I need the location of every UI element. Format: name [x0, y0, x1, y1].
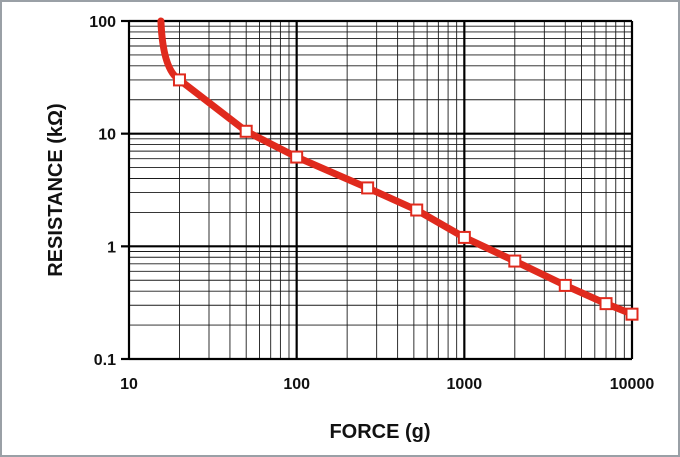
data-point-marker	[361, 181, 375, 195]
data-point-marker	[508, 254, 522, 268]
y-axis-label: RESISTANCE (kΩ)	[45, 103, 67, 276]
y-tick-label: 1	[107, 239, 116, 256]
x-tick-label: 10	[120, 376, 138, 393]
x-tick-labels: 10 100 1000 10000	[120, 376, 654, 393]
series-layer	[157, 17, 639, 321]
data-point-marker	[172, 73, 186, 87]
x-tick-label: 10000	[610, 376, 655, 393]
data-point-marker	[558, 278, 572, 292]
data-point-marker	[410, 203, 424, 217]
data-point-marker	[457, 230, 471, 244]
x-axis-label: FORCE (g)	[329, 421, 430, 443]
y-tick-labels: 100 10 1 0.1	[89, 14, 116, 369]
data-point-marker	[625, 307, 639, 321]
x-tick-label: 1000	[447, 376, 483, 393]
x-tick-label: 100	[283, 376, 310, 393]
y-tick-label: 0.1	[94, 352, 116, 369]
data-point-marker	[290, 150, 304, 164]
data-point-marker	[239, 124, 253, 138]
data-point-marker	[599, 297, 613, 311]
y-tick-label: 10	[98, 127, 116, 144]
y-tick-label: 100	[89, 14, 116, 31]
